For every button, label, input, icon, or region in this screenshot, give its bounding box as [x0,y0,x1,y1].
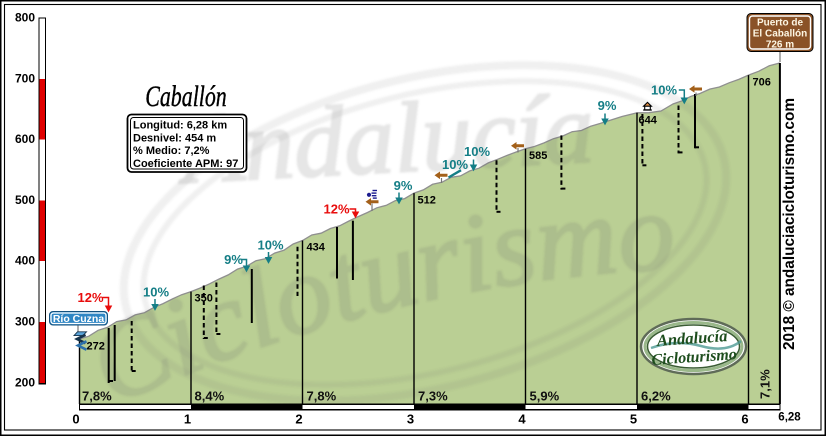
svg-text:4: 4 [518,412,526,427]
svg-text:Coeficiente APM: 97: Coeficiente APM: 97 [133,158,238,170]
svg-text:2018 © andaluciacicloturismo.c: 2018 © andaluciacicloturismo.com [781,98,798,350]
svg-text:350: 350 [195,293,213,305]
svg-text:3: 3 [407,412,414,427]
svg-text:7,1%: 7,1% [758,369,773,399]
svg-text:10%: 10% [651,83,677,98]
svg-text:Río Cuzna: Río Cuzna [53,313,104,325]
svg-text:6: 6 [741,412,748,427]
svg-text:8,4%: 8,4% [195,389,225,404]
svg-text:Caballón: Caballón [145,80,226,113]
svg-text:% Medio: 7,2%: % Medio: 7,2% [133,145,210,157]
svg-text:Desnivel: 454 m: Desnivel: 454 m [133,132,216,144]
svg-text:434: 434 [307,242,326,254]
svg-text:200: 200 [15,375,35,389]
svg-text:10%: 10% [464,144,490,159]
svg-text:Cicloturismo: Cicloturismo [651,346,737,369]
svg-text:800: 800 [15,11,35,25]
svg-text:1: 1 [184,412,191,427]
svg-text:272: 272 [87,341,105,353]
svg-text:12%: 12% [77,290,103,305]
svg-text:644: 644 [639,114,658,126]
svg-text:7,8%: 7,8% [307,389,337,404]
svg-text:6,28: 6,28 [778,412,801,424]
svg-text:700: 700 [15,71,35,85]
svg-text:9%: 9% [224,252,243,267]
svg-text:5: 5 [630,412,637,427]
svg-text:Puerto de: Puerto de [757,18,804,29]
svg-text:2: 2 [295,412,302,427]
svg-text:12%: 12% [323,202,349,217]
svg-text:10%: 10% [143,285,169,300]
svg-text:512: 512 [418,195,436,207]
svg-text:0: 0 [72,412,79,427]
svg-text:6,2%: 6,2% [641,389,671,404]
svg-text:10%: 10% [442,157,468,172]
svg-text:500: 500 [15,193,35,207]
svg-text:726 m: 726 m [766,40,794,51]
svg-text:Andalucía: Andalucía [655,326,728,350]
svg-text:400: 400 [15,254,35,268]
svg-text:585: 585 [529,150,547,162]
svg-text:9%: 9% [598,98,617,113]
svg-text:7,3%: 7,3% [418,389,448,404]
svg-text:300: 300 [15,315,35,329]
svg-text:El Caballón: El Caballón [753,29,807,40]
svg-text:9%: 9% [394,178,413,193]
svg-text:10%: 10% [257,238,283,253]
svg-text:Longitud: 6,28 km: Longitud: 6,28 km [133,120,227,132]
svg-text:600: 600 [15,132,35,146]
svg-text:7,8%: 7,8% [82,389,112,404]
svg-text:706: 706 [753,77,771,89]
svg-text:5,9%: 5,9% [530,389,560,404]
